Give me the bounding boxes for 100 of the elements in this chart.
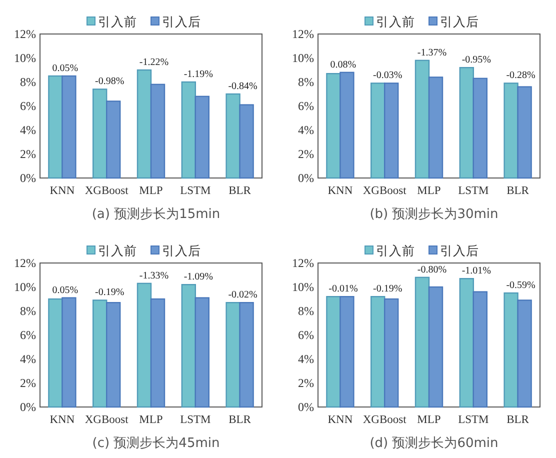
annotation: -0.59% xyxy=(506,280,536,291)
annotation: -0.19% xyxy=(95,287,124,298)
x-tick-label: LSTM xyxy=(180,414,211,426)
bar xyxy=(92,88,108,179)
y-tick-label: 10% xyxy=(292,280,314,294)
annotation: -0.95% xyxy=(462,54,491,66)
annotation: 0.05% xyxy=(52,63,78,74)
y-tick-label: 4% xyxy=(20,352,36,366)
y-tick-label: 2% xyxy=(20,376,36,390)
bar xyxy=(459,278,474,408)
bar xyxy=(472,78,488,179)
text: (b) 预测步长为30min xyxy=(370,207,498,222)
bar xyxy=(414,276,430,408)
y-tick-label: 10% xyxy=(14,51,36,65)
x-tick-label: LSTM xyxy=(458,414,489,426)
bar xyxy=(150,84,166,179)
bar xyxy=(194,96,210,179)
y-tick-label: 8% xyxy=(20,304,36,318)
y-tick-label: 10% xyxy=(14,280,36,294)
y-tick-label: 0% xyxy=(298,400,314,414)
y-tick-label: 6% xyxy=(298,328,314,342)
y-tick-label: 0% xyxy=(298,171,314,185)
y-tick-label: 8% xyxy=(298,304,314,318)
annotation: -1.09% xyxy=(184,272,213,283)
bar xyxy=(106,302,121,408)
bar xyxy=(428,286,444,408)
bar xyxy=(326,296,341,408)
y-tick-label: 8% xyxy=(298,75,314,89)
bar xyxy=(181,81,196,179)
bar xyxy=(239,302,254,408)
bar xyxy=(92,300,108,408)
annotation: 0.08% xyxy=(330,59,356,70)
y-tick-label: 12% xyxy=(292,27,314,41)
x-tick-label: MLP xyxy=(417,414,441,426)
legend-label: 引入前 xyxy=(376,243,415,258)
text: (c) 预测步长为45min xyxy=(92,436,220,451)
bar xyxy=(384,298,399,408)
y-tick-label: 12% xyxy=(292,256,314,270)
bar xyxy=(194,297,210,408)
y-tick-label: 4% xyxy=(298,352,314,366)
x-tick-label: XGBoost xyxy=(362,414,408,426)
bar xyxy=(504,292,518,408)
x-tick-label: BLR xyxy=(506,185,530,197)
bar xyxy=(370,82,386,179)
bar xyxy=(459,67,474,179)
bar xyxy=(370,296,386,408)
y-tick-label: 0% xyxy=(20,171,36,185)
annotation: -0.01% xyxy=(328,284,358,295)
bar xyxy=(239,104,254,179)
x-tick-label: XGBoost xyxy=(84,414,130,426)
x-tick-label: LSTM xyxy=(458,185,489,197)
text: (a) 预测步长为15min xyxy=(92,207,220,222)
bar xyxy=(226,302,240,408)
bar xyxy=(181,284,196,408)
bar xyxy=(226,93,240,179)
y-tick-label: 6% xyxy=(298,99,314,113)
y-tick-label: 6% xyxy=(20,99,36,113)
annotation: 0.05% xyxy=(52,284,78,296)
x-tick-label: MLP xyxy=(139,414,163,426)
bar xyxy=(504,82,518,179)
bar xyxy=(517,300,532,408)
legend-label: 引入后 xyxy=(440,14,479,29)
legend-label: 引入后 xyxy=(162,243,201,258)
bar xyxy=(384,82,399,179)
y-tick-label: 2% xyxy=(20,147,36,161)
x-tick-label: KNN xyxy=(328,185,354,197)
annotation: -0.28% xyxy=(506,70,536,82)
bar xyxy=(136,282,152,408)
bar xyxy=(48,75,63,179)
legend-label: 引入前 xyxy=(98,14,137,29)
bar xyxy=(414,60,430,179)
x-tick-label: KNN xyxy=(50,414,76,426)
legend-label: 引入前 xyxy=(98,243,137,258)
text: (d) 预测步长为60min xyxy=(370,436,498,451)
y-tick-label: 2% xyxy=(298,147,314,161)
y-tick-label: 2% xyxy=(298,376,314,390)
annotation: -0.03% xyxy=(373,70,402,82)
bar xyxy=(428,76,444,179)
annotation: -0.02% xyxy=(228,290,258,301)
x-tick-label: KNN xyxy=(328,414,354,426)
bar xyxy=(106,100,121,179)
x-tick-label: MLP xyxy=(139,185,163,197)
x-tick-label: BLR xyxy=(228,414,252,426)
y-tick-label: 8% xyxy=(20,75,36,89)
legend-label: 引入前 xyxy=(376,14,415,29)
annotation: -1.22% xyxy=(139,57,169,68)
annotation: -0.84% xyxy=(228,81,258,92)
bar xyxy=(517,86,532,179)
annotation: -1.01% xyxy=(462,266,491,277)
bar xyxy=(62,297,76,408)
legend-label: 引入后 xyxy=(440,243,479,258)
x-tick-label: BLR xyxy=(506,414,530,426)
y-tick-label: 6% xyxy=(20,328,36,342)
x-tick-label: BLR xyxy=(228,185,252,197)
bar xyxy=(326,73,341,179)
annotation: -0.98% xyxy=(95,76,124,88)
y-tick-label: 4% xyxy=(298,123,314,137)
bar xyxy=(340,296,354,408)
x-tick-label: MLP xyxy=(417,185,441,197)
annotation: -1.33% xyxy=(139,270,169,282)
